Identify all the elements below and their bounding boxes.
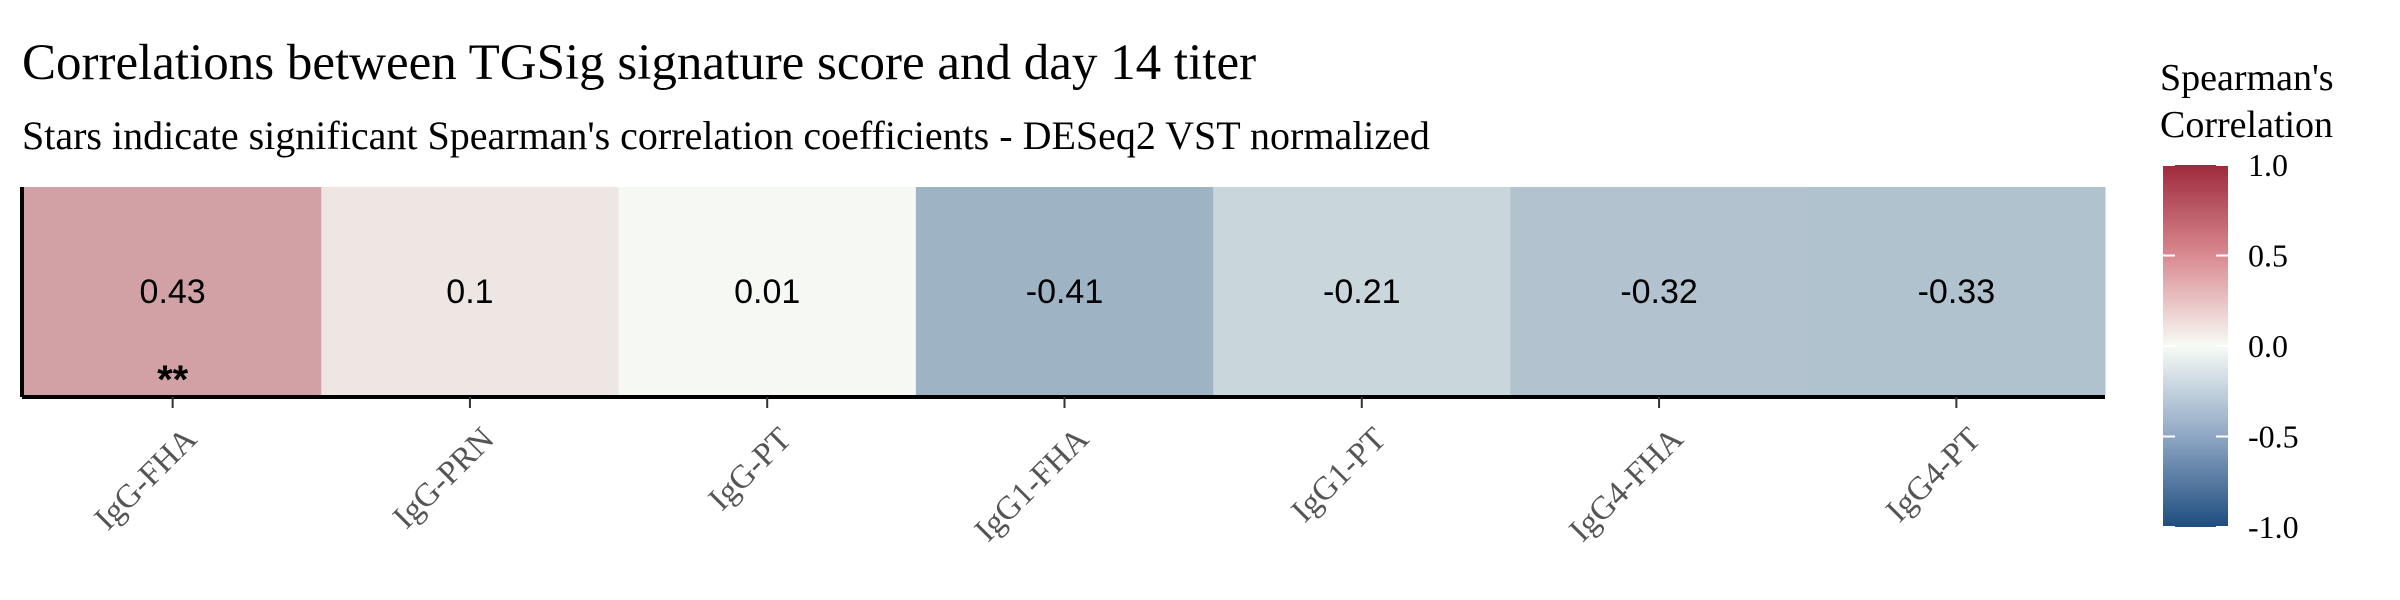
x-tick-label: IgG-FHA — [88, 421, 204, 537]
x-tick-label: IgG-PT — [702, 421, 799, 518]
color-legend: Spearman's Correlation 1.0 0.5 0.0 -0.5 -1.0 — [2160, 57, 2334, 545]
legend-tick-label: -0.5 — [2248, 419, 2299, 455]
cell-value-label: -0.41 — [1026, 273, 1104, 311]
legend-title-line1: Spearman's — [2160, 57, 2334, 99]
cell-value-label: -0.21 — [1323, 273, 1401, 311]
heatmap-cell-igg4-fha — [1510, 187, 1809, 395]
heatmap-cell-igg1-fha — [915, 187, 1214, 395]
legend-title-line2: Correlation — [2160, 104, 2333, 146]
cell-value-label: 0.01 — [734, 273, 800, 311]
legend-tick-label: 0.0 — [2248, 328, 2288, 364]
heatmap-cell-igg-fha — [24, 187, 322, 395]
chart-title: Correlations between TGSig signature sco… — [22, 35, 1257, 91]
heatmap-cell-igg1-pt — [1213, 187, 1511, 395]
cell-value-label: -0.32 — [1620, 273, 1698, 311]
legend-ticks: 1.0 0.5 0.0 -0.5 -1.0 — [2163, 147, 2299, 545]
legend-tick-label: -1.0 — [2248, 509, 2299, 545]
cell-value-label: -0.33 — [1918, 273, 1996, 311]
cell-value-label: 0.1 — [446, 273, 493, 311]
heatmap-cells: 0.43 ** 0.1 0.01 -0.41 -0.21 -0.32 -0.33 — [24, 187, 2106, 402]
x-tick-label: IgG1-FHA — [968, 421, 1096, 549]
x-tick-label: IgG1-PT — [1285, 421, 1393, 529]
significance-stars: ** — [157, 358, 189, 402]
x-tick-label: IgG-PRN — [387, 421, 502, 536]
chart-subtitle: Stars indicate significant Spearman's co… — [22, 113, 1430, 158]
legend-tick-label: 0.5 — [2248, 238, 2288, 274]
cell-value-label: 0.43 — [140, 273, 206, 311]
heatmap-cell-igg-prn — [321, 187, 620, 395]
x-tick-label: IgG4-PT — [1879, 421, 1987, 529]
heatmap-cell-igg4-pt — [1807, 187, 2106, 395]
x-tick-label: IgG4-FHA — [1563, 421, 1691, 549]
heatmap-cell-igg-pt — [618, 187, 917, 395]
x-axis-ticks: IgG-FHA IgG-PRN IgG-PT IgG1-FHA IgG1-PT IgG4-… — [88, 397, 1988, 549]
legend-tick-label: 1.0 — [2248, 147, 2288, 183]
